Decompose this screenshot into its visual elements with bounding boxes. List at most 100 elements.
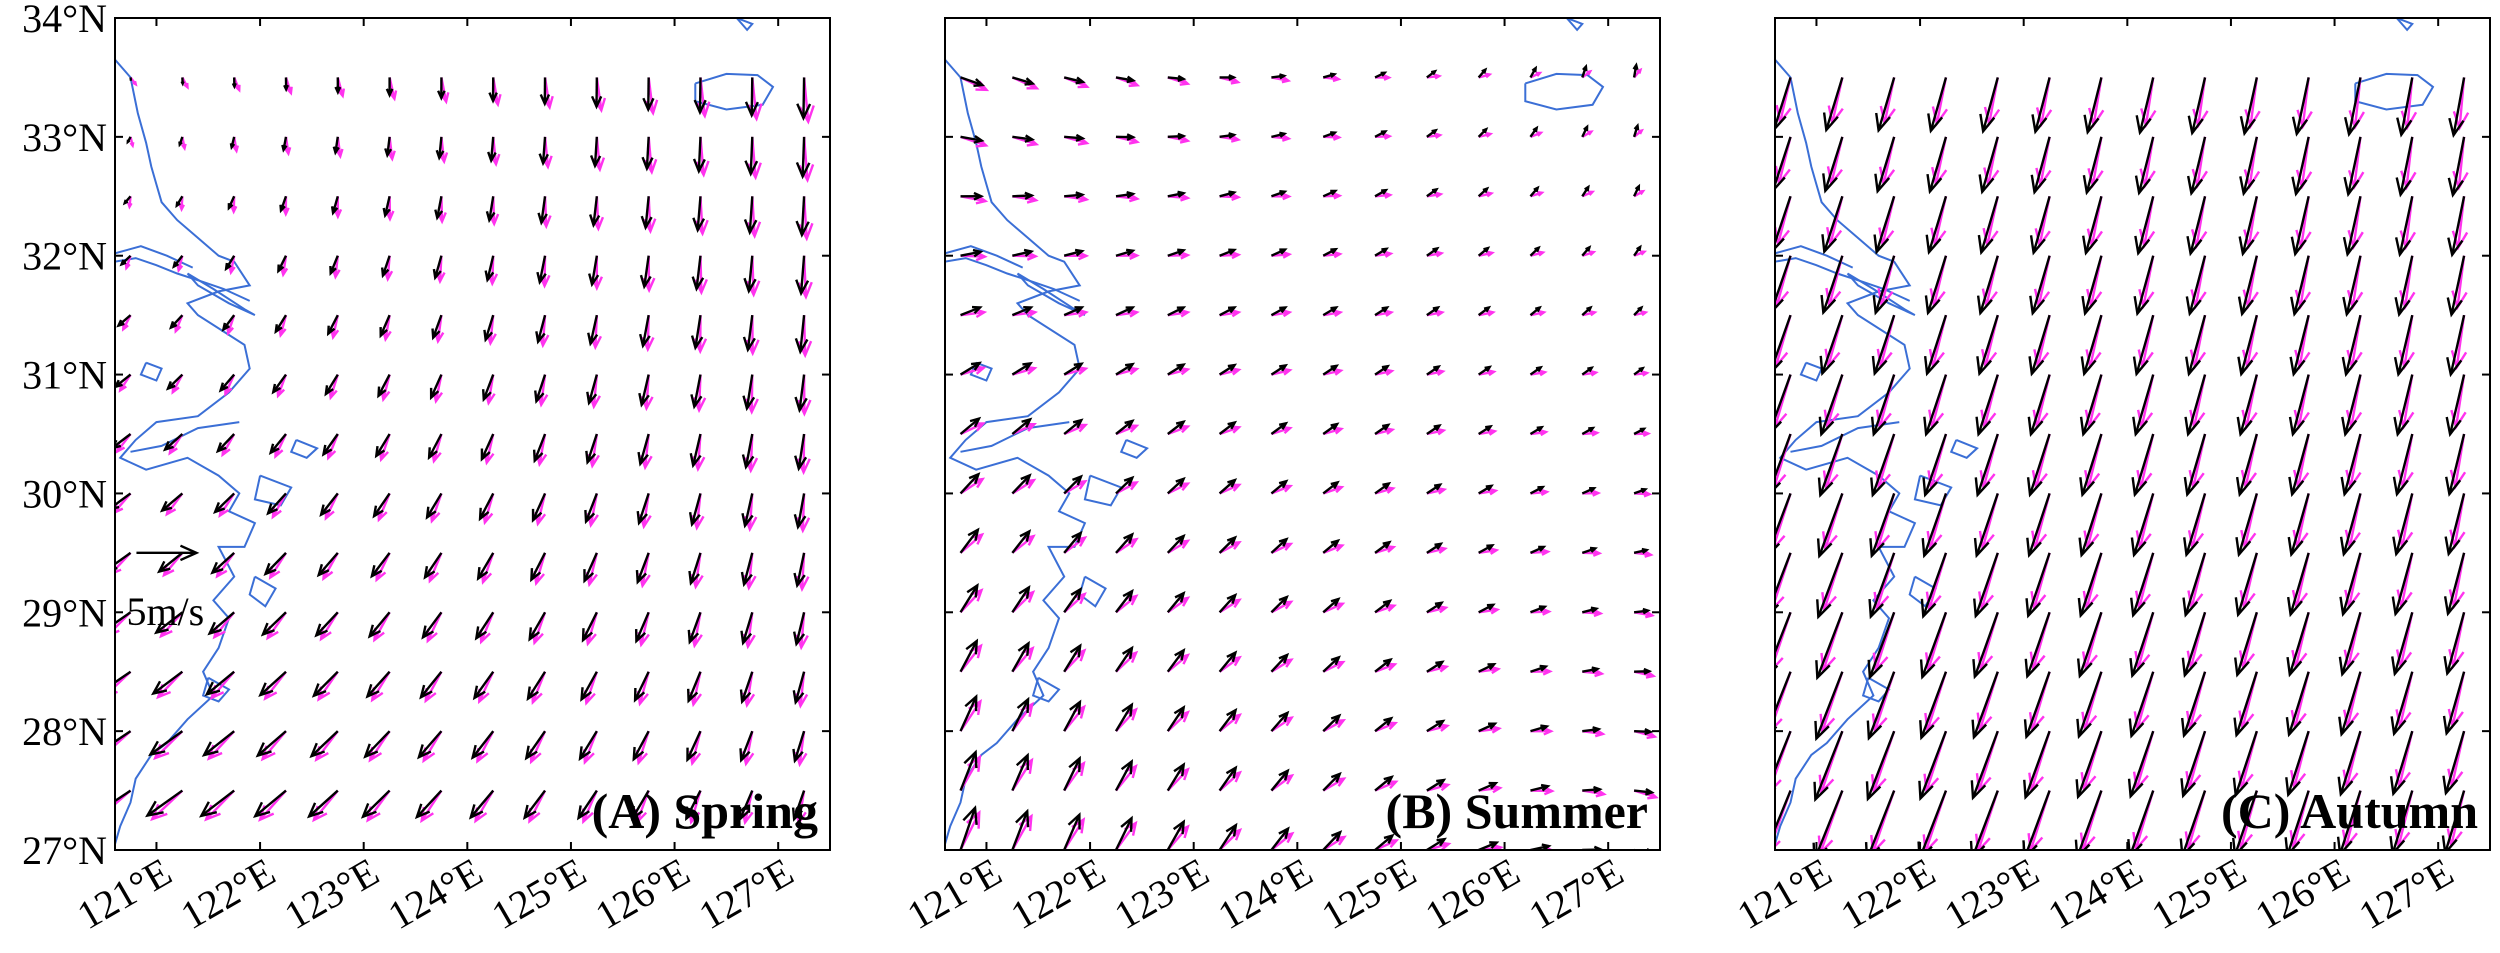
wind-vector-a-head: [586, 391, 598, 406]
wind-vector-a-shaft: [2185, 493, 2207, 556]
wind-vector-a-head: [1822, 173, 1838, 194]
wind-vector-a-head: [1330, 422, 1340, 431]
wind-vector-b-head: [1434, 132, 1443, 139]
wind-vector-a-head: [1125, 248, 1136, 257]
wind-vector-a-head: [1279, 306, 1288, 314]
wind-vector-a-shaft: [1115, 420, 1134, 435]
wind-vector-a-head: [266, 503, 278, 516]
wind-vector-a-head: [2187, 115, 2204, 136]
wind-vector-a-shaft: [484, 314, 495, 341]
wind-vector-a-shaft: [1426, 779, 1445, 792]
wind-vector-a-head: [1643, 667, 1653, 675]
river-estuary: [960, 421, 1070, 453]
wind-vector-b-head: [1487, 309, 1496, 317]
wind-vector-b-head: [1129, 251, 1140, 260]
wind-vector-b-head: [1643, 490, 1653, 498]
wind-vector-a-shaft: [1115, 363, 1134, 376]
wind-vector-a-head: [1122, 588, 1134, 602]
wind-vector-a-head: [638, 392, 650, 408]
wind-vector-a-shaft: [1582, 788, 1600, 792]
wind-vector-a-shaft: [1922, 552, 1948, 617]
wind-vector-a-shaft: [1115, 306, 1134, 317]
wind-vector-a-head: [2239, 115, 2256, 137]
wind-vector-a-head: [1075, 133, 1086, 142]
wind-vector-a-head: [1536, 425, 1545, 433]
river-estuary: [115, 257, 251, 302]
wind-vector-a-head: [148, 740, 166, 757]
wind-vector-a-head: [2024, 658, 2041, 680]
wind-vector-b-head: [1489, 547, 1500, 555]
wind-vector-a-shaft: [1975, 493, 1999, 556]
wind-vector-a-shaft: [2289, 552, 2310, 615]
wind-vector-a-shaft: [959, 417, 980, 435]
island: [139, 361, 163, 382]
wind-vector-a-head: [2286, 656, 2303, 678]
scale-vector-head: [179, 544, 200, 562]
wind-vector-a-shaft: [2345, 255, 2362, 315]
lon-tick-label: 122°E: [1003, 849, 1112, 938]
wind-vector-a-head: [1588, 426, 1596, 433]
wind-vector-a-shaft: [1218, 479, 1236, 495]
wind-vector-b-head: [280, 267, 289, 278]
wind-vector-a-shaft: [1426, 719, 1444, 733]
wind-vector-a-head: [2078, 537, 2095, 558]
wind-vector-a-head: [971, 305, 983, 315]
wind-vector-b-head: [1333, 309, 1344, 318]
wind-vector-a-shaft: [1218, 824, 1237, 850]
wind-vector-a-head: [1976, 356, 1993, 377]
wind-vector-a-shaft: [2400, 77, 2414, 135]
wind-vector-a-shaft: [362, 789, 391, 818]
wind-vector-b-head: [337, 88, 346, 99]
wind-vector-a-shaft: [364, 730, 391, 758]
wind-vector-a-head: [2396, 117, 2413, 138]
wind-vector-a-head: [2030, 174, 2047, 196]
wind-vector-a-head: [1775, 849, 1776, 850]
wind-vector-a-shaft: [1775, 552, 1792, 597]
wind-vector-b-head: [1231, 251, 1242, 260]
wind-vector-b-head: [1592, 549, 1603, 557]
wind-vector-a-head: [1068, 755, 1081, 773]
wind-vector-a-shaft: [2187, 314, 2207, 375]
wind-vector-a-head: [1126, 133, 1136, 141]
wind-vector-b-head: [183, 82, 189, 90]
wind-vector-a-head: [1381, 188, 1389, 195]
wind-vector-a-shaft: [796, 552, 806, 586]
wind-vector-a-head: [175, 201, 181, 209]
wind-vector-a-head: [2075, 779, 2092, 800]
wind-vector-a-shaft: [799, 315, 806, 352]
wind-vector-b-head: [1180, 193, 1191, 202]
wind-vector-a-shaft: [1919, 730, 1948, 799]
wind-vector-a-head: [218, 382, 229, 393]
panel-B-map: [945, 18, 1659, 850]
wind-vector-a-shaft: [1871, 433, 1896, 496]
wind-vector-a-head: [1125, 306, 1136, 314]
coastline: [115, 58, 257, 845]
wind-vector-a-shaft: [2078, 611, 2103, 677]
wind-vector-a-shaft: [692, 433, 702, 466]
wind-vector-a-head: [330, 206, 339, 216]
wind-vector-b-head: [1636, 67, 1643, 74]
wind-vector-a-head: [1812, 842, 1828, 850]
wind-vector-a-head: [2082, 235, 2099, 256]
wind-vector-a-head: [1226, 535, 1238, 546]
wind-vector-a-head: [434, 209, 444, 221]
wind-vector-a-shaft: [2131, 611, 2155, 676]
wind-vector-a-head: [1488, 722, 1498, 730]
wind-vector-a-head: [1120, 758, 1134, 775]
wind-vector-a-shaft: [745, 374, 754, 409]
wind-vector-a-shaft: [1873, 314, 1896, 374]
wind-vector-a-head: [423, 565, 436, 580]
wind-vector-a-head: [1486, 603, 1496, 611]
wind-vector-b-head: [162, 564, 175, 578]
wind-vector-a-shaft: [959, 473, 980, 495]
wind-vector-a-shaft: [1166, 763, 1185, 792]
wind-vector-a-shaft: [1927, 195, 1948, 253]
wind-vector-a-head: [1869, 538, 1885, 559]
wind-vector-b-head: [232, 145, 240, 154]
wind-vector-a-head: [1918, 780, 1934, 802]
wind-vector-a-head: [578, 746, 591, 762]
wind-vector-a-head: [2079, 416, 2096, 438]
wind-vector-a-shaft: [1478, 841, 1498, 850]
wind-vector-a-head: [2342, 236, 2360, 258]
wind-vector-a-head: [2185, 356, 2202, 377]
